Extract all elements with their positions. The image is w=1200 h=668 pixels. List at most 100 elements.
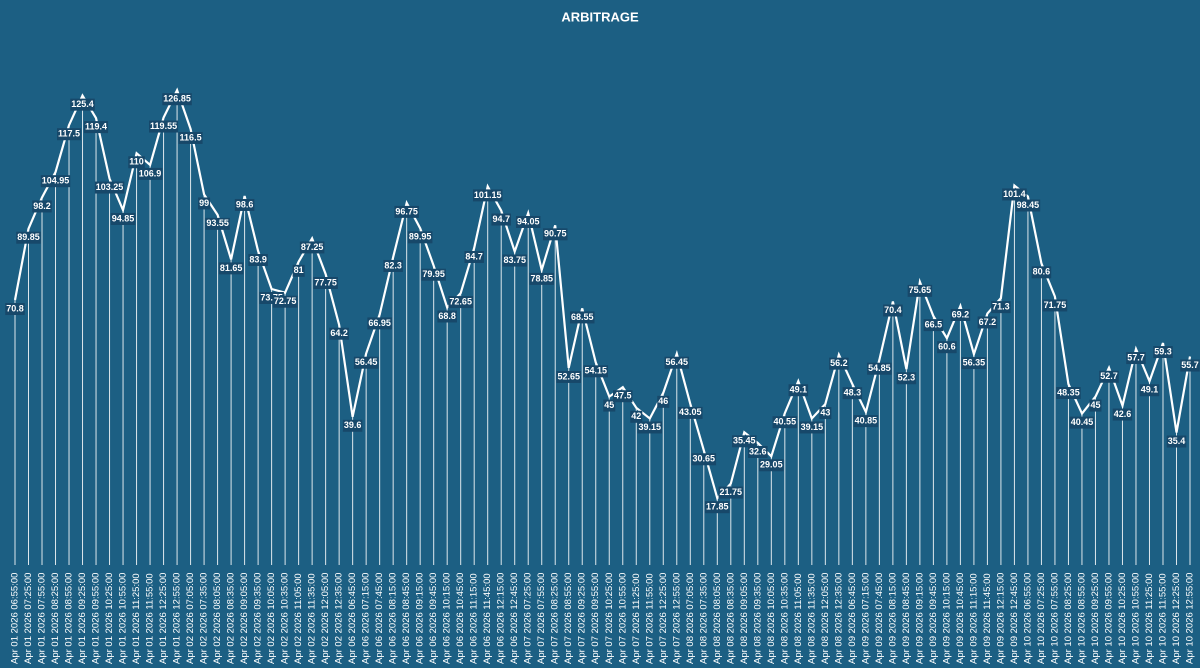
data-label-text: 21.75: [720, 487, 743, 497]
data-label: 48.35: [1056, 387, 1081, 400]
x-tick-label: Apr 10 2026 06:55:00: [1022, 573, 1033, 664]
data-label-text: 48.35: [1057, 387, 1080, 397]
data-label-box: [1139, 384, 1160, 397]
data-label-text: 64.2: [330, 328, 348, 338]
data-label: 40.55: [772, 416, 798, 429]
data-label: 99: [198, 197, 211, 210]
x-tick-label: Apr 08 2026 09:35:00: [752, 573, 763, 664]
data-label: 42: [630, 410, 643, 423]
data-label-box: [1166, 435, 1187, 448]
data-label-text: 71.3: [992, 302, 1010, 312]
x-tick-label: Apr 07 2026 10:25:00: [604, 573, 615, 664]
x-tick-label: Apr 10 2026 12:25:00: [1171, 573, 1182, 664]
x-tick-label: Apr 02 2026 10:05:00: [266, 573, 277, 664]
data-label: 70.4: [883, 304, 903, 317]
data-label-text: 47.5: [614, 391, 632, 401]
x-tick-label: Apr 01 2026 09:25:00: [77, 573, 88, 664]
data-label: 106.9: [137, 167, 163, 180]
data-label-text: 90.75: [544, 229, 567, 239]
data-label-box: [569, 311, 595, 324]
data-label-text: 40.55: [774, 417, 797, 427]
data-label-text: 101.4: [1003, 189, 1026, 199]
x-tick-label: Apr 02 2026 10:35:00: [280, 573, 291, 664]
data-label: 64.2: [329, 327, 349, 340]
data-label-box: [448, 296, 473, 309]
data-label-box: [128, 156, 145, 169]
x-tick-label: Apr 09 2026 12:15:00: [995, 573, 1006, 664]
x-tick-label: Apr 07 2026 10:55:00: [617, 573, 628, 664]
data-label-box: [819, 407, 832, 420]
data-label-text: 52.3: [898, 373, 916, 383]
data-label-text: 103.25: [96, 182, 124, 192]
data-label: 83.9: [248, 253, 268, 266]
x-tick-label: Apr 01 2026 06:55:00: [10, 573, 21, 664]
data-label: 43.05: [678, 406, 703, 419]
data-label-box: [637, 421, 663, 434]
data-label: 80.6: [1031, 266, 1052, 279]
data-label-text: 52.65: [557, 371, 580, 381]
x-tick-label: Apr 07 2026 09:25:00: [577, 573, 588, 664]
x-tick-label: Apr 09 2026 08:45:00: [901, 573, 912, 664]
data-label-text: 66.95: [368, 318, 391, 328]
data-label: 103.25: [94, 181, 125, 194]
data-label: 96.75: [394, 205, 419, 218]
x-tick-label: Apr 01 2026 08:55:00: [64, 573, 75, 664]
data-label: 119.4: [84, 121, 109, 134]
x-tick-label: Apr 02 2026 08:05:00: [212, 573, 223, 664]
data-label-text: 89.95: [409, 232, 432, 242]
data-label-box: [883, 304, 903, 317]
data-label-text: 17.85: [706, 502, 729, 512]
data-label-text: 30.65: [693, 454, 716, 464]
x-tick-label: Apr 09 2026 08:15:00: [887, 573, 898, 664]
x-tick-label: Apr 08 2026 08:35:00: [725, 573, 736, 664]
data-label-box: [205, 217, 230, 230]
data-label-box: [542, 228, 568, 241]
data-label: 45: [1089, 399, 1102, 412]
data-label: 117.5: [57, 128, 82, 141]
data-label-box: [705, 501, 730, 514]
data-label: 56.45: [664, 356, 690, 369]
data-label: 98.6: [234, 198, 255, 211]
x-tick-label: Apr 08 2026 10:05:00: [766, 573, 777, 664]
data-label: 21.75: [718, 486, 744, 499]
data-label: 55.7: [1180, 359, 1200, 372]
data-label-box: [529, 272, 554, 285]
data-label: 89.95: [407, 231, 433, 244]
x-tick-label: Apr 10 2026 10:55:00: [1131, 573, 1142, 664]
data-label: 56.35: [961, 357, 987, 370]
data-label-text: 56.2: [830, 358, 848, 368]
data-label-box: [1089, 399, 1102, 412]
data-label: 119.55: [149, 120, 179, 133]
data-label-text: 35.45: [733, 436, 756, 446]
x-tick-label: Apr 10 2026 09:55:00: [1104, 573, 1115, 664]
data-label-text: 79.95: [422, 269, 445, 279]
data-label-box: [867, 362, 892, 375]
data-label-box: [678, 406, 703, 419]
data-label-text: 71.75: [1044, 300, 1067, 310]
data-label-text: 43: [820, 407, 830, 417]
data-label-box: [5, 303, 25, 316]
data-label-text: 89.85: [17, 232, 40, 242]
x-tick-label: Apr 07 2026 11:25:00: [631, 573, 642, 664]
data-label: 98.45: [1015, 199, 1041, 212]
data-label-box: [556, 370, 582, 383]
data-label-text: 117.5: [58, 129, 80, 139]
x-tick-label: Apr 06 2026 06:45:00: [347, 573, 358, 664]
x-tick-label: Apr 08 2026 11:05:00: [793, 573, 804, 664]
data-label-text: 35.4: [1168, 436, 1186, 446]
data-label-box: [178, 131, 203, 144]
x-tick-label: Apr 02 2026 07:35:00: [199, 573, 210, 664]
data-label-text: 94.05: [517, 216, 540, 226]
data-label: 32.6: [748, 445, 768, 458]
data-label-box: [515, 215, 541, 228]
x-tick-label: Apr 10 2026 07:55:00: [1049, 573, 1060, 664]
data-label-box: [421, 268, 446, 281]
data-label: 59.3: [1153, 346, 1173, 359]
data-label-box: [1031, 266, 1052, 279]
x-tick-label: Apr 06 2026 07:15:00: [361, 573, 372, 664]
x-tick-label: Apr 10 2026 10:25:00: [1117, 573, 1128, 664]
data-label-box: [437, 310, 457, 323]
data-label-box: [977, 316, 998, 329]
x-tick-label: Apr 09 2026 06:45:00: [847, 573, 858, 664]
data-label-text: 60.6: [938, 342, 956, 352]
